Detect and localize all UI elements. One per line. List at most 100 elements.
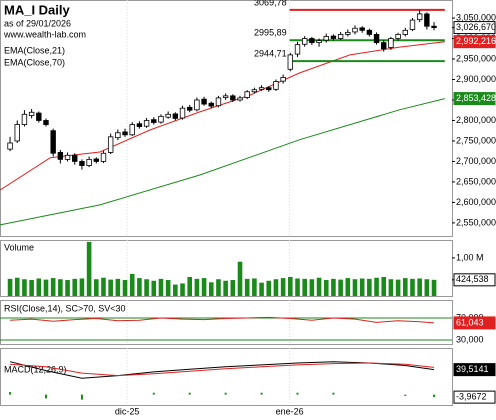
volume-bar [50, 278, 56, 296]
candle-body [115, 132, 121, 139]
volume-bar [266, 280, 272, 296]
volume-bar [144, 279, 149, 296]
volume-bar [79, 278, 85, 296]
source: www.wealth-lab.com [3, 29, 86, 39]
last-price-label: 3,026,670 [456, 22, 496, 32]
candle-body [151, 119, 157, 123]
candle-body [323, 36, 329, 41]
y-tick-label: 2,600,000 [456, 197, 496, 207]
volume-bar [115, 278, 121, 296]
volume-bar [252, 278, 257, 296]
y-tick-label: 2,900,000 [456, 74, 496, 84]
histogram-value-label-bg [453, 390, 496, 404]
y-tick-label: 2,550,000 [456, 217, 496, 227]
volume-bar [151, 280, 157, 296]
last-volume-label-bg [453, 273, 496, 287]
candle-body [266, 87, 272, 91]
candle-body [294, 44, 301, 55]
candle-body [158, 115, 164, 123]
volume-bar [158, 278, 164, 296]
volume-bar [388, 279, 394, 296]
candle-body [215, 97, 222, 107]
volume-bar [280, 278, 286, 296]
candle-body [36, 112, 42, 121]
volume-bar [137, 278, 142, 296]
candle-body [251, 89, 258, 93]
volume-bar [230, 280, 236, 296]
volume-bar [345, 278, 351, 296]
volume-bar [129, 273, 135, 296]
candle-body [337, 34, 344, 39]
candle-body [309, 38, 315, 44]
volume-bar [402, 278, 408, 296]
volume-bar [323, 280, 329, 296]
volume-bar [173, 284, 178, 296]
x-tick-label: dic-25 [115, 406, 140, 416]
candle-body [187, 106, 193, 111]
volume-bar [86, 241, 92, 296]
candle-body [100, 152, 107, 162]
last-price-label-bg [453, 21, 496, 35]
level-label: 2944,71 [254, 49, 287, 59]
y-tick-label: 2,800,000 [456, 115, 496, 125]
candle-body [345, 31, 351, 35]
candle-body [194, 99, 200, 111]
y-tick-label: 3,050,000 [456, 12, 496, 22]
rsi-value-label: 61,043 [456, 317, 484, 327]
candle-body [21, 113, 28, 125]
volume-bar [43, 279, 49, 296]
level-label: 2995,89 [254, 28, 287, 38]
y-tick-label: 2,700,000 [456, 156, 496, 166]
chart-title: MA_I Daily [4, 2, 71, 17]
candle-body [424, 13, 430, 27]
candle-body [402, 29, 408, 35]
volume-bar [101, 277, 106, 296]
volume-bar [431, 279, 437, 296]
volume-bar [309, 279, 315, 296]
legend-entry: EMA(Close,21) [4, 45, 65, 55]
ema-value-label-bg [453, 35, 496, 49]
candle-body [57, 152, 64, 160]
volume-bar [424, 279, 430, 296]
volume-bar [288, 276, 293, 296]
candle-body [14, 124, 20, 142]
last-volume-label: 424,538 [456, 274, 489, 284]
candle-body [395, 34, 401, 39]
candle-body [79, 161, 85, 166]
candle-body [86, 158, 92, 166]
volume-bar [237, 261, 243, 296]
volume-bar [273, 279, 279, 296]
volume-bar [208, 282, 214, 296]
candle-body [136, 123, 143, 128]
ema-line [0, 98, 445, 226]
rsi-level-label: 30,000 [456, 334, 484, 344]
ema-value-label: 2,992,216 [456, 36, 496, 46]
volume-bar [65, 280, 70, 296]
volume-bar [338, 279, 343, 296]
volume-bar [36, 278, 42, 296]
subtitle: as of 29/01/2026 [4, 18, 71, 28]
macd-panel [0, 348, 453, 406]
volume-bar [352, 279, 358, 296]
volume-bar [381, 276, 387, 296]
macd-value-label-bg [453, 363, 496, 377]
ema-value-label: 2,853,428 [456, 93, 496, 103]
candle-body [237, 97, 243, 101]
rsi-panel [0, 300, 453, 345]
candle-body [165, 113, 171, 118]
volume-bar [244, 278, 250, 296]
candle-body [373, 34, 380, 44]
candle-body [222, 95, 229, 98]
candle-body [431, 25, 437, 28]
volume-bar [367, 278, 372, 296]
volume-title: Volume [4, 242, 34, 252]
y-tick-label: 1,00 M [456, 252, 484, 262]
candle-body [359, 27, 365, 31]
candle-body [107, 136, 114, 153]
y-tick-label: 2,650,000 [456, 176, 496, 186]
volume-bar [22, 279, 27, 296]
candle-body [201, 98, 207, 105]
candle-body [7, 142, 13, 150]
candle-body [122, 131, 128, 136]
volume-bar [331, 278, 336, 296]
